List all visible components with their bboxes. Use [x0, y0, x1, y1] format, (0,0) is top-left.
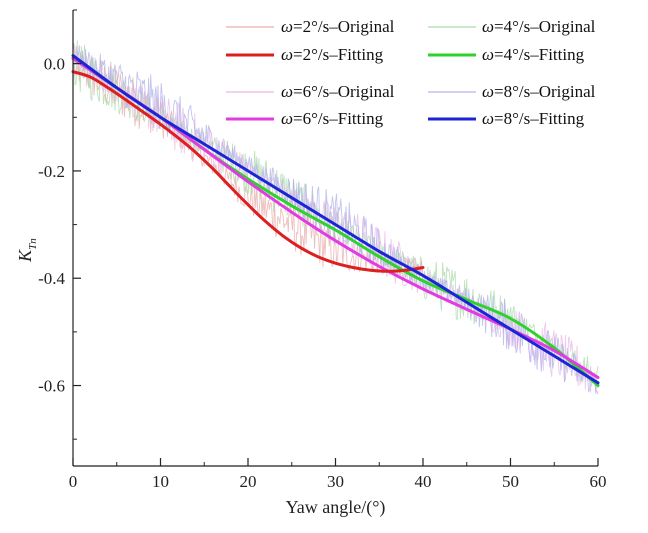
x-tick-label: 50 [502, 472, 519, 491]
x-tick-label: 10 [152, 472, 169, 491]
legend-entry: ω=8°/s–Fitting [482, 109, 585, 128]
legend-entry: ω=6°/s–Fitting [281, 109, 384, 128]
y-tick-label: 0.0 [44, 55, 65, 74]
legend: ω=2°/s–Original ω=4°/s–Original ω=2°/s–Fit… [226, 17, 596, 128]
y-tick-label: -0.4 [38, 269, 65, 288]
legend-entry: ω=2°/s–Original [281, 17, 395, 36]
x-tick-label: 40 [415, 472, 432, 491]
legend-entry: ω=2°/s–Fitting [281, 45, 384, 64]
x-axis-title: Yaw angle/(°) [286, 497, 386, 518]
tick-labels: 0 10 20 30 40 50 60 0.0 -0.2 -0.4 -0.6 [38, 55, 606, 491]
x-tick-label: 0 [69, 472, 78, 491]
legend-entry: ω=4°/s–Fitting [482, 45, 585, 64]
y-axis-title-main: K [15, 249, 35, 263]
y-tick-label: -0.6 [38, 377, 65, 396]
series-line-fitting-7 [71, 54, 600, 385]
legend-entry: ω=6°/s–Original [281, 82, 395, 101]
legend-entry: ω=8°/s–Original [482, 82, 596, 101]
axes [72, 9, 599, 467]
y-axis-title: KTn [15, 238, 39, 263]
series-line-fitting-2 [71, 70, 425, 273]
y-tick-label: -0.2 [38, 162, 65, 181]
y-axis-title-text: KTn [15, 238, 39, 263]
y-axis-title-sub: Tn [27, 238, 39, 250]
x-tick-label: 30 [327, 472, 344, 491]
legend-entry: ω=4°/s–Original [482, 17, 596, 36]
fitting-curves-layer [71, 54, 600, 387]
x-tick-label: 60 [590, 472, 607, 491]
x-tick-label: 20 [240, 472, 257, 491]
